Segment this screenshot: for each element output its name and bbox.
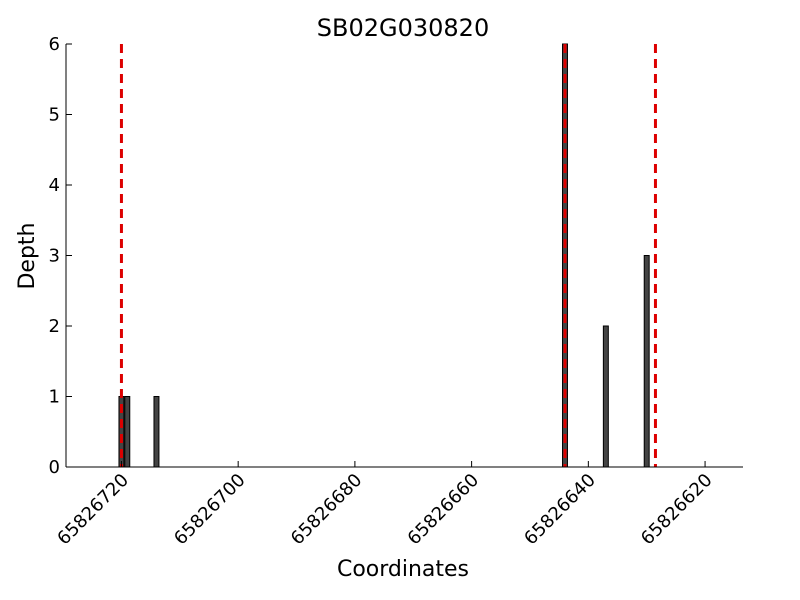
x-tick-label-2: 65826680 [287,470,367,550]
y-axis-label: Depth [15,222,40,289]
x-tick-label-1: 65826700 [170,470,250,550]
chart-title: SB02G030820 [317,14,489,42]
bar-4 [602,325,609,468]
y-tick-label-5: 5 [49,105,60,126]
y-tick-label-0: 0 [49,457,60,478]
x-tick-label-0: 65826720 [53,470,133,550]
bar-1 [124,396,131,468]
x-axis-label: Coordinates [337,557,469,582]
bar-5 [643,255,650,468]
y-tick-label-1: 1 [49,387,60,408]
y-tick-label-3: 3 [49,246,60,267]
y-tick-label-4: 4 [49,175,60,196]
x-tick-label-4: 65826640 [520,470,600,550]
x-tick-label-5: 65826620 [637,470,717,550]
bar-2 [153,396,160,468]
plot-area: 0 1 2 3 4 5 6 65826720 65826700 65826680 65826660 6… [49,34,743,549]
x-tick-label-3: 65826660 [404,470,484,550]
y-tick-label-6: 6 [49,34,60,55]
y-tick-label-2: 2 [49,316,60,337]
